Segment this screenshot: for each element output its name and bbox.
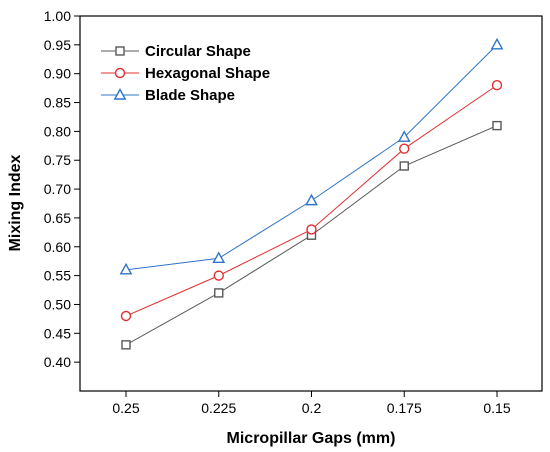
x-tick-label: 0.2 xyxy=(302,400,322,416)
data-point xyxy=(397,130,411,142)
legend-marker xyxy=(114,67,126,79)
legend-label: Blade Shape xyxy=(145,87,235,104)
y-tick-label: 0.60 xyxy=(44,239,71,255)
series-layer xyxy=(119,37,504,350)
y-tick-label: 0.95 xyxy=(44,37,71,53)
data-point xyxy=(305,193,318,206)
data-point xyxy=(399,143,410,154)
series-hexagonal-shape xyxy=(120,80,503,322)
x-axis-title: Micropillar Gaps (mm) xyxy=(227,430,396,447)
y-axis-title: Mixing Index xyxy=(7,154,24,251)
data-point xyxy=(491,80,503,91)
legend-label: Hexagonal Shape xyxy=(145,65,270,82)
legend-item: Hexagonal Shape xyxy=(101,65,270,82)
y-tick-label: 0.90 xyxy=(44,66,71,82)
series-blade-shape xyxy=(119,37,504,275)
x-tick-label: 0.15 xyxy=(483,400,510,416)
legend-label: Circular Shape xyxy=(145,43,251,60)
x-tick-label: 0.225 xyxy=(201,400,236,416)
y-axis: 0.40 0.45 0.50 0.55 0.60 0.65 0.70 0.75 0.80 0.85… xyxy=(44,8,80,370)
data-point xyxy=(492,120,502,131)
x-tick-label: 0.25 xyxy=(112,400,139,416)
y-tick-label: 0.85 xyxy=(44,95,71,111)
legend: Circular Shape Hexagonal Shape Blade Shape xyxy=(101,43,270,104)
data-point xyxy=(399,161,409,171)
y-tick-label: 0.70 xyxy=(44,181,71,197)
y-tick-label: 0.75 xyxy=(44,152,71,168)
series-circular-shape xyxy=(121,120,502,350)
data-point xyxy=(213,270,224,281)
y-tick-label: 0.50 xyxy=(44,296,71,312)
data-point xyxy=(212,251,226,264)
y-tick-label: 0.80 xyxy=(44,123,71,139)
data-point xyxy=(120,310,132,322)
y-tick-label: 1.00 xyxy=(44,8,71,24)
legend-marker xyxy=(113,88,127,100)
y-tick-label: 0.55 xyxy=(44,268,71,284)
data-point xyxy=(119,262,133,275)
y-tick-label: 0.40 xyxy=(44,354,71,370)
legend-item: Blade Shape xyxy=(101,87,235,104)
legend-item: Circular Shape xyxy=(101,43,251,60)
y-tick-label: 0.45 xyxy=(44,325,71,341)
y-tick-label: 0.65 xyxy=(44,210,71,226)
x-axis: 0.25 0.225 0.2 0.175 0.15 xyxy=(112,391,511,416)
legend-marker xyxy=(115,46,125,56)
x-tick-label: 0.175 xyxy=(387,400,422,416)
data-point xyxy=(121,340,131,350)
data-point xyxy=(214,288,224,298)
data-point xyxy=(306,224,317,235)
data-point xyxy=(490,37,504,50)
